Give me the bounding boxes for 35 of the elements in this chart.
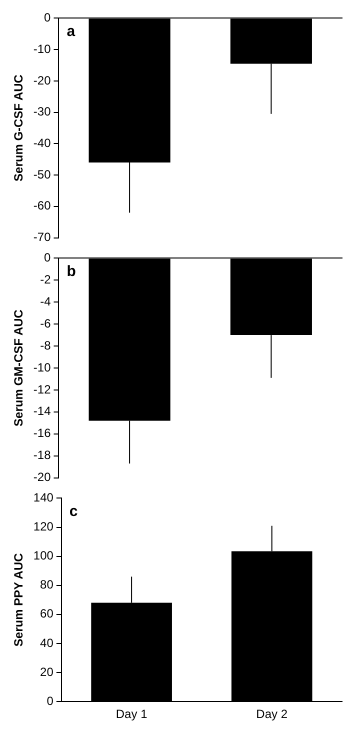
annotation: b xyxy=(66,262,76,280)
y-tick-label: -16 xyxy=(33,426,52,440)
y-tick-label: -20 xyxy=(33,73,52,88)
annotation: a xyxy=(66,22,76,40)
y-tick-label: -70 xyxy=(33,230,52,244)
y-tick-label: 100 xyxy=(33,548,54,563)
y-tick-label: -10 xyxy=(33,360,52,374)
x-tick-label: Day 2 xyxy=(256,707,288,722)
y-tick-label: 20 xyxy=(40,664,54,679)
y-tick-label: -18 xyxy=(33,448,52,462)
y-tick-label: -30 xyxy=(33,104,52,119)
y-tick-label: -6 xyxy=(40,316,52,330)
y-tick-label: -4 xyxy=(40,294,52,308)
y-axis-title: Serum G-CSF AUC xyxy=(12,74,26,182)
y-axis-title: Serum PPY AUC xyxy=(12,552,26,647)
x-tick-label: Day 1 xyxy=(116,707,148,722)
y-tick-label: -20 xyxy=(33,470,52,484)
y-tick-label: -12 xyxy=(33,382,52,396)
y-tick-label: 140 xyxy=(33,490,54,505)
y-tick-label: 60 xyxy=(40,606,54,621)
y-tick-label: 0 xyxy=(44,250,52,265)
y-tick-label: 120 xyxy=(33,520,54,534)
y-tick-label: 80 xyxy=(40,578,54,592)
y-tick-label: 40 xyxy=(40,636,54,650)
y-axis-title: Serum GM-CSF AUC xyxy=(12,309,26,426)
y-tick-label: -8 xyxy=(40,338,52,352)
y-tick-label: -60 xyxy=(33,198,52,213)
y-tick-label: -40 xyxy=(33,136,52,150)
y-tick-label: -10 xyxy=(33,42,52,56)
y-tick-label: 0 xyxy=(46,694,54,708)
y-tick-label: -14 xyxy=(33,404,52,418)
y-tick-label: 0 xyxy=(44,10,52,25)
y-tick-label: -50 xyxy=(33,167,52,182)
annotation: c xyxy=(69,502,78,520)
y-tick-label: -2 xyxy=(40,272,52,286)
